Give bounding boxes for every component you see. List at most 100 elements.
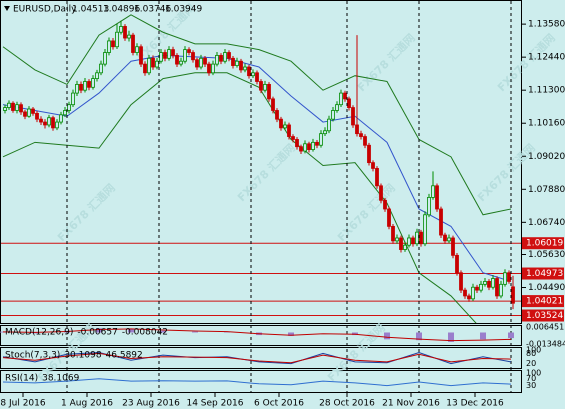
- candle-body: [479, 283, 483, 291]
- ohlc-header-value: 1.04513: [72, 5, 109, 15]
- candle-body: [23, 111, 27, 117]
- menu-arrow[interactable]: [4, 6, 10, 11]
- macd-bar: [288, 332, 294, 336]
- candle-body: [327, 118, 331, 132]
- candle-body: [431, 185, 435, 198]
- panel-label: RSI(14): [5, 374, 38, 384]
- panel-tick-label: 30: [526, 381, 536, 390]
- candle-body: [159, 52, 163, 62]
- macd-bar: [160, 330, 166, 333]
- panel-label: -0.00657: [77, 328, 117, 338]
- candle-body: [107, 40, 111, 53]
- macd-bar: [32, 332, 38, 334]
- candle-body: [95, 72, 99, 79]
- candle-body: [135, 46, 139, 53]
- candle-body: [371, 162, 375, 169]
- candle-body: [15, 104, 19, 111]
- candle-body: [139, 46, 143, 65]
- candle-body: [35, 112, 39, 120]
- candle-body: [511, 286, 515, 304]
- x-tick-label: 8 Jul 2016: [0, 399, 45, 409]
- candle-body: [499, 283, 503, 297]
- candle-body: [455, 254, 459, 274]
- level-label-box: [522, 309, 564, 322]
- candle-body: [223, 52, 227, 62]
- candle-body: [103, 52, 107, 65]
- candle-body: [231, 57, 235, 66]
- macd-bar: [416, 332, 422, 341]
- candle-body: [367, 144, 371, 164]
- rsi-line: [2, 378, 512, 387]
- candle-body: [315, 141, 319, 146]
- candle-body: [195, 59, 199, 68]
- candle-body: [155, 60, 159, 68]
- candle-body: [287, 124, 291, 137]
- candle-body: [467, 295, 471, 300]
- candle-body: [347, 98, 351, 108]
- x-tick-label: 6 Oct 2016: [254, 399, 304, 409]
- panel-tick-label: 20: [526, 359, 536, 368]
- candle-body: [447, 237, 451, 242]
- ohlc-header-value: 1.03949: [165, 5, 202, 15]
- panel-tick-label: 70: [526, 374, 536, 383]
- level-label-box: [522, 295, 564, 308]
- candle-body: [183, 49, 187, 62]
- candle-body: [411, 237, 415, 245]
- candle-body: [187, 49, 191, 53]
- candle-body: [143, 63, 147, 74]
- x-tick-label: 23 Aug 2016: [122, 399, 180, 409]
- level-label-box: [522, 267, 564, 280]
- y-tick-label: 1.09020: [528, 152, 565, 162]
- candle-body: [331, 110, 335, 120]
- candle-body: [495, 278, 499, 297]
- candle-body: [119, 26, 123, 33]
- candle-body: [147, 57, 151, 74]
- candle-body: [227, 52, 231, 59]
- macd-bar: [480, 332, 486, 340]
- candle-body: [87, 81, 91, 88]
- macd-bar: [128, 329, 134, 333]
- candle-body: [75, 83, 79, 94]
- candle-body: [487, 281, 491, 288]
- candle-body: [343, 92, 347, 100]
- candle-body: [19, 104, 23, 113]
- macd-signal: [2, 328, 512, 342]
- candle-body: [483, 281, 487, 285]
- macd-bar: [96, 328, 102, 333]
- y-tick-label: 1.06740: [528, 218, 565, 228]
- x-tick-label: 21 Nov 2016: [382, 399, 440, 409]
- macd-bar: [192, 331, 198, 333]
- candle-body: [263, 83, 267, 91]
- candle-body: [427, 197, 431, 216]
- candle-body: [267, 83, 271, 100]
- candle-body: [283, 124, 287, 129]
- panel-tick-label: 80: [526, 349, 536, 358]
- panel-tick-label: -0.013484: [526, 340, 565, 349]
- main-panel-frame: [0, 0, 522, 324]
- panel-tick-label: 100: [526, 369, 541, 378]
- candle-body: [355, 124, 359, 135]
- candle-body: [239, 60, 243, 71]
- level-label: 1.06019: [526, 239, 563, 249]
- rsi-panel-frame: [0, 370, 522, 393]
- candle-body: [79, 83, 83, 91]
- candle-body: [3, 107, 7, 111]
- candle-body: [71, 92, 75, 106]
- candle-body: [463, 289, 467, 297]
- stoch-panel-frame: [0, 347, 522, 369]
- candle-body: [43, 121, 47, 126]
- ohlc-header-value: 1.03746: [134, 5, 171, 15]
- candle-body: [419, 231, 423, 245]
- candle-body: [319, 133, 323, 146]
- candle-body: [7, 102, 11, 108]
- ohlc-header-value: 1.04896: [103, 5, 140, 15]
- candle-body: [359, 133, 363, 137]
- candle-body: [171, 49, 175, 56]
- candle-body: [175, 55, 179, 65]
- y-tick-label: 1.13580: [528, 20, 565, 30]
- y-tick-label: 1.04490: [528, 283, 565, 293]
- band-upper: [2, 14, 512, 216]
- level-label: 1.03524: [526, 311, 563, 321]
- band-lower: [2, 72, 477, 323]
- candle-body: [55, 121, 59, 129]
